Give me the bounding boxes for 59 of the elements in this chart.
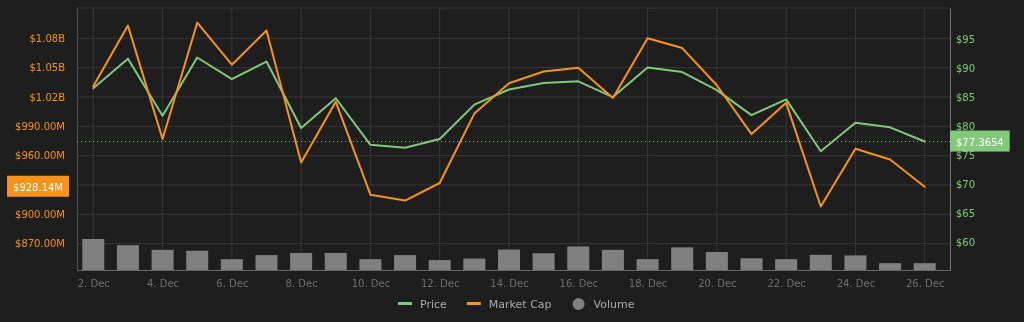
- y2-tick-label: $95: [956, 33, 976, 45]
- bar: [532, 253, 555, 270]
- bar: [809, 254, 832, 270]
- bar: [394, 255, 417, 270]
- bar: [220, 259, 243, 270]
- bar: [186, 250, 209, 270]
- y2-tick-label: $90: [956, 62, 976, 74]
- y2-tick-label: $60: [956, 237, 976, 249]
- bar: [913, 263, 936, 270]
- y-tick-label: $900.00M: [15, 208, 65, 220]
- bar: [705, 252, 728, 270]
- bar: [428, 260, 451, 270]
- bar: [879, 263, 902, 270]
- bar: [636, 259, 659, 270]
- bar: [82, 239, 105, 270]
- legend-label: Volume: [593, 298, 635, 311]
- ref-line-label: $77.3654: [956, 136, 1004, 148]
- x-tick-label: 10. Dec: [351, 278, 391, 290]
- bar: [740, 258, 763, 270]
- x-tick-label: 16. Dec: [559, 278, 598, 290]
- x-tick-label: 2. Dec: [77, 278, 110, 290]
- bar: [775, 259, 798, 270]
- x-tick-label: 12. Dec: [420, 278, 460, 290]
- legend-label: Price: [420, 298, 448, 311]
- bar: [498, 249, 520, 270]
- y-tick-label: $1.05B: [29, 62, 66, 74]
- y2-tick-label: $85: [956, 91, 976, 103]
- bar: [463, 258, 486, 270]
- bar: [324, 252, 347, 270]
- y-tick-label: $1.02B: [29, 91, 66, 103]
- x-tick-label: 24. Dec: [836, 278, 876, 290]
- x-tick-label: 14. Dec: [490, 278, 529, 290]
- x-tick-label: 6. Dec: [216, 278, 249, 290]
- y-tick-label: $870.00M: [15, 238, 65, 250]
- y2-tick-label: $70: [956, 179, 976, 191]
- bar: [601, 249, 624, 270]
- bar: [844, 255, 867, 270]
- x-tick-label: 22. Dec: [767, 278, 806, 290]
- bar: [567, 246, 590, 270]
- x-tick-label: 4. Dec: [147, 278, 180, 290]
- bar: [255, 255, 278, 270]
- x-tick-label: 18. Dec: [628, 278, 668, 290]
- y-tick-label: $1.08B: [29, 33, 66, 45]
- legend-label: Market Cap: [488, 298, 552, 311]
- y2-tick-label: $65: [956, 208, 976, 220]
- x-tick-label: 26. Dec: [905, 278, 945, 290]
- line-series: [92, 21, 926, 208]
- y2-tick-label: $75: [956, 150, 976, 161]
- bar: [116, 245, 139, 270]
- bar: [671, 247, 694, 270]
- y2-tick-label: $80: [956, 120, 976, 132]
- bar: [151, 249, 174, 270]
- y-tick-label: $960.00M: [15, 150, 65, 162]
- text: $928.14M: [13, 181, 63, 193]
- x-tick-label: 8. Dec: [285, 278, 318, 290]
- x-tick-label: 20. Dec: [698, 278, 737, 290]
- y-tick-label: $990.00M: [15, 120, 65, 132]
- bar: [290, 252, 313, 270]
- bar: [359, 259, 382, 270]
